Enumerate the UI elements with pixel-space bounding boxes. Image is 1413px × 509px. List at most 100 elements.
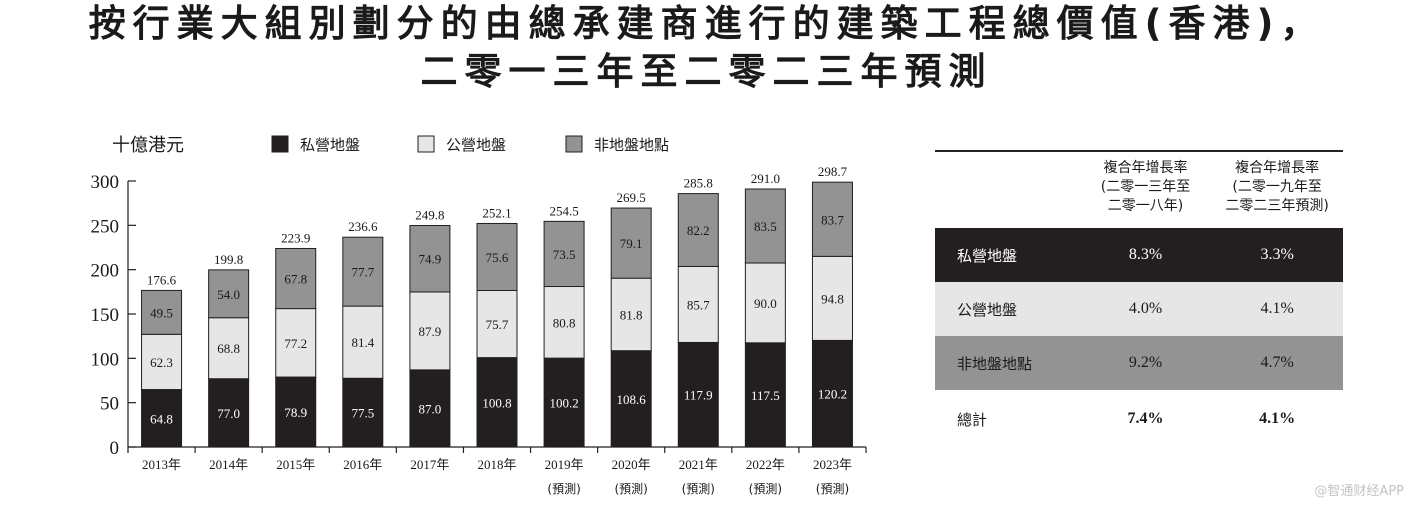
bar-segment (409, 225, 451, 293)
table-row-public-sites: 公營地盤 4.0% 4.1% (935, 282, 1343, 336)
x-category-sublabel: (預測) (749, 482, 782, 496)
bar-segment-label: 68.8 (217, 341, 240, 356)
bar-segment (141, 289, 183, 335)
bar-segment-label: 74.9 (419, 252, 442, 267)
x-category-label: 2014年 (209, 457, 248, 472)
bar-segment-label: 85.7 (687, 297, 710, 312)
y-tick-label: 150 (91, 305, 120, 326)
bar-segment-label: 73.5 (553, 247, 576, 262)
legend-swatch (417, 135, 435, 153)
y-tick-label: 0 (110, 438, 120, 459)
bar-segment (610, 207, 652, 279)
x-category-sublabel: (預測) (547, 482, 580, 496)
bar-segment (744, 188, 786, 264)
bar-segment (141, 389, 183, 448)
bar-segment (409, 369, 451, 448)
bar-segment-label: 83.7 (821, 212, 844, 227)
bar-segment (610, 277, 652, 352)
x-category-label: 2013年 (142, 457, 181, 472)
bar-segment-label: 77.2 (284, 336, 307, 351)
bar-segment-label: 77.5 (351, 406, 374, 421)
y-tick-label: 200 (91, 261, 120, 282)
bar-segment-label: 80.8 (553, 315, 576, 330)
row-value: 4.0% (1128, 300, 1163, 317)
bar-segment (677, 265, 719, 343)
bar-segment (275, 376, 317, 448)
bar-segment-label: 77.7 (351, 265, 374, 280)
y-tick-label: 50 (100, 394, 119, 415)
bar-segment-label: 83.5 (754, 219, 777, 234)
row-label: 非地盤地點 (957, 354, 1033, 373)
x-category-label: 2021年 (679, 457, 718, 472)
row-value: 9.2% (1128, 354, 1163, 371)
row-value: 8.3% (1128, 246, 1163, 263)
bar-segment-label: 100.8 (482, 395, 511, 410)
watermark: @智通财经APP (1314, 484, 1404, 499)
x-category-label: 2023年 (813, 457, 852, 472)
legend-entry: 非地盤地點 (594, 136, 669, 154)
bar-segment (811, 255, 853, 341)
bar-total-label: 199.8 (214, 252, 243, 267)
bar-segment-label: 120.2 (818, 387, 847, 402)
bar-segment-label: 87.9 (419, 324, 442, 339)
x-category-sublabel: (預測) (614, 482, 647, 496)
table-header-row: 複合年增長率 (二零一三年至 二零一八年) 複合年增長率 (二零一九年至 二零二… (935, 152, 1343, 228)
bar-segment (342, 377, 384, 448)
bar-total-label: 176.6 (147, 272, 177, 287)
table-header-cagr-2019-2023: 複合年增長率 (二零一九年至 二零二三年預測) (1225, 160, 1329, 214)
bar-segment (677, 193, 719, 267)
bar-segment (342, 236, 384, 307)
bar-total-label: 223.9 (281, 230, 310, 245)
bar-segment (677, 341, 719, 448)
row-label: 公營地盤 (957, 300, 1018, 319)
x-category-label: 2018年 (477, 457, 516, 472)
bar-segment (610, 350, 652, 448)
bar-segment (275, 247, 317, 310)
bar-segment-label: 90.0 (754, 296, 777, 311)
y-tick-label: 300 (91, 172, 120, 193)
bar-segment-label: 117.9 (684, 388, 713, 403)
bar-segment (476, 222, 518, 292)
bar-segment-label: 78.9 (284, 405, 307, 420)
bar-segment (208, 269, 250, 319)
row-label: 私營地盤 (957, 246, 1018, 265)
bar-segment (141, 333, 183, 391)
bar-segment-label: 79.1 (620, 236, 643, 251)
bar-segment (476, 357, 518, 448)
x-category-sublabel: (預測) (682, 482, 715, 496)
bar-segment-label: 49.5 (150, 305, 173, 320)
table-row-total: 總計 7.4% 4.1% (935, 390, 1343, 448)
row-value: 4.7% (1260, 354, 1294, 371)
row-label: 總計 (957, 410, 988, 429)
table-row-non-site: 非地盤地點 9.2% 4.7% (935, 336, 1343, 390)
cagr-table: 複合年增長率 (二零一三年至 二零一八年) 複合年增長率 (二零一九年至 二零二… (935, 150, 1343, 448)
y-axis-unit-label: 十億港元 (112, 135, 184, 156)
bar-segment-label: 75.6 (486, 250, 509, 265)
bar-total-label: 236.6 (348, 219, 378, 234)
bar-total-label: 285.8 (684, 176, 713, 191)
bar-segment-label: 81.4 (351, 335, 374, 350)
bar-segment-label: 100.2 (549, 396, 578, 411)
bar-segment (342, 305, 384, 379)
stacked-bar-chart: 十億港元 私營地盤 公營地盤 非地盤地點 0 50 100 150 200 250 300 64.8 6… (91, 135, 867, 496)
chart-title-line2: 二零一三年至二零二三年預測 (420, 50, 993, 93)
bar-segment (208, 317, 250, 380)
bar-segment (476, 290, 518, 359)
bar-segment-label: 117.5 (751, 388, 780, 403)
bar-segment (275, 308, 317, 378)
x-category-label: 2016年 (343, 457, 382, 472)
bar-segment-label: 62.3 (150, 355, 173, 370)
x-category-label: 2022年 (746, 457, 785, 472)
legend-entry: 公營地盤 (446, 136, 506, 154)
x-category-label: 2015年 (276, 457, 315, 472)
bar-total-label: 254.5 (549, 203, 578, 218)
bar-segment-label: 75.7 (486, 317, 509, 332)
bar-segment-label: 77.0 (217, 406, 240, 421)
row-value: 3.3% (1260, 246, 1294, 263)
y-tick-label: 250 (91, 216, 120, 237)
chart-title-line1: 按行業大組別劃分的由總承建商進行的建築工程總價值(香港)， (88, 2, 1325, 45)
bar-segment-label: 94.8 (821, 291, 844, 306)
bar-total-label: 249.8 (415, 208, 444, 223)
y-tick-label: 100 (91, 349, 120, 370)
x-category-label: 2020年 (612, 457, 651, 472)
